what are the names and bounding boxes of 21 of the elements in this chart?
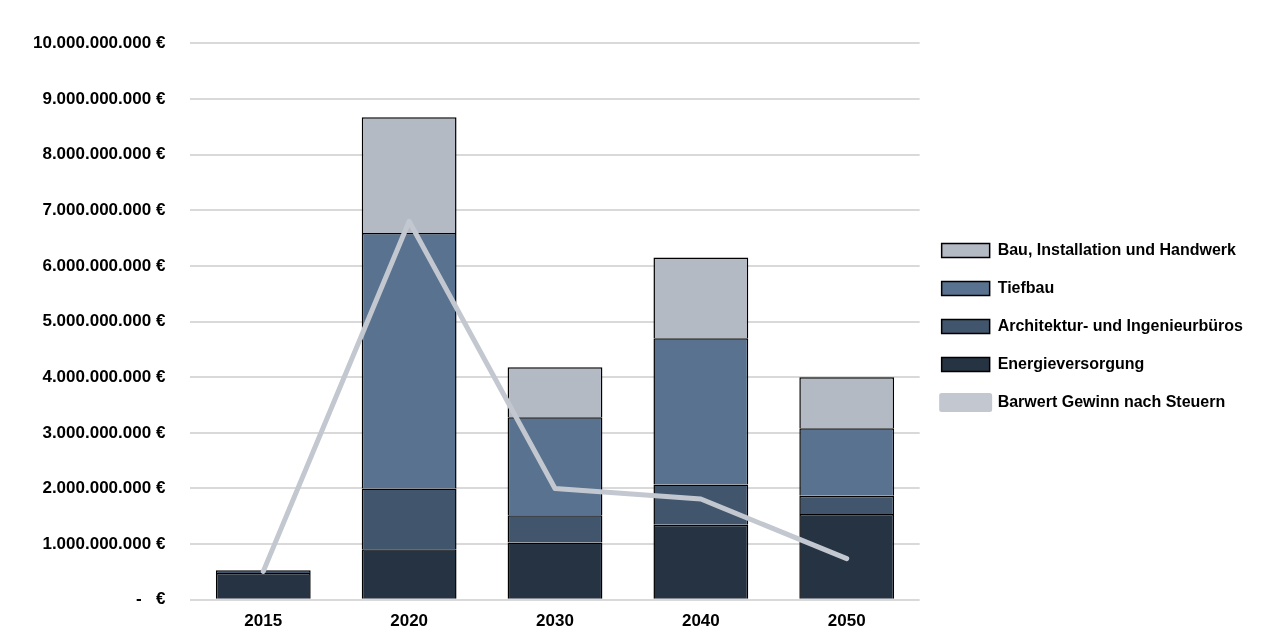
x-tick-label: 2040 [681,610,720,630]
y-tick-label: 9.000.000.000 € [42,88,166,108]
legend-label: Architektur- und Ingenieurbüros [997,316,1244,334]
legend-label: Tiefbau [997,278,1055,296]
y-tick-label: 8.000.000.000 € [42,144,166,164]
y-tick-label: 3.000.000.000 € [42,422,166,442]
y-tick-label: 10.000.000.000 € [32,32,166,52]
y-tick-label: 7.000.000.000 € [42,199,166,219]
x-tick-label: 2030 [536,610,574,630]
legend-label: Barwert Gewinn nach Steuern [997,392,1226,410]
x-tick-label: 2015 [244,610,283,630]
y-tick-label: 2.000.000.000 € [42,478,166,498]
y-tick-label: 4.000.000.000 € [42,366,166,386]
y-tick-label: 1.000.000.000 € [42,533,166,553]
y-tick-label: - € [136,589,166,609]
x-tick-label: 2020 [390,610,429,630]
y-tick-label: 6.000.000.000 € [42,255,166,275]
y-tick-label: 5.000.000.000 € [42,311,166,331]
legend-label: Bau, Installation und Handwerk [997,240,1237,258]
legend-label: Energieversorgung [997,354,1145,372]
x-tick-label: 2050 [827,610,866,630]
